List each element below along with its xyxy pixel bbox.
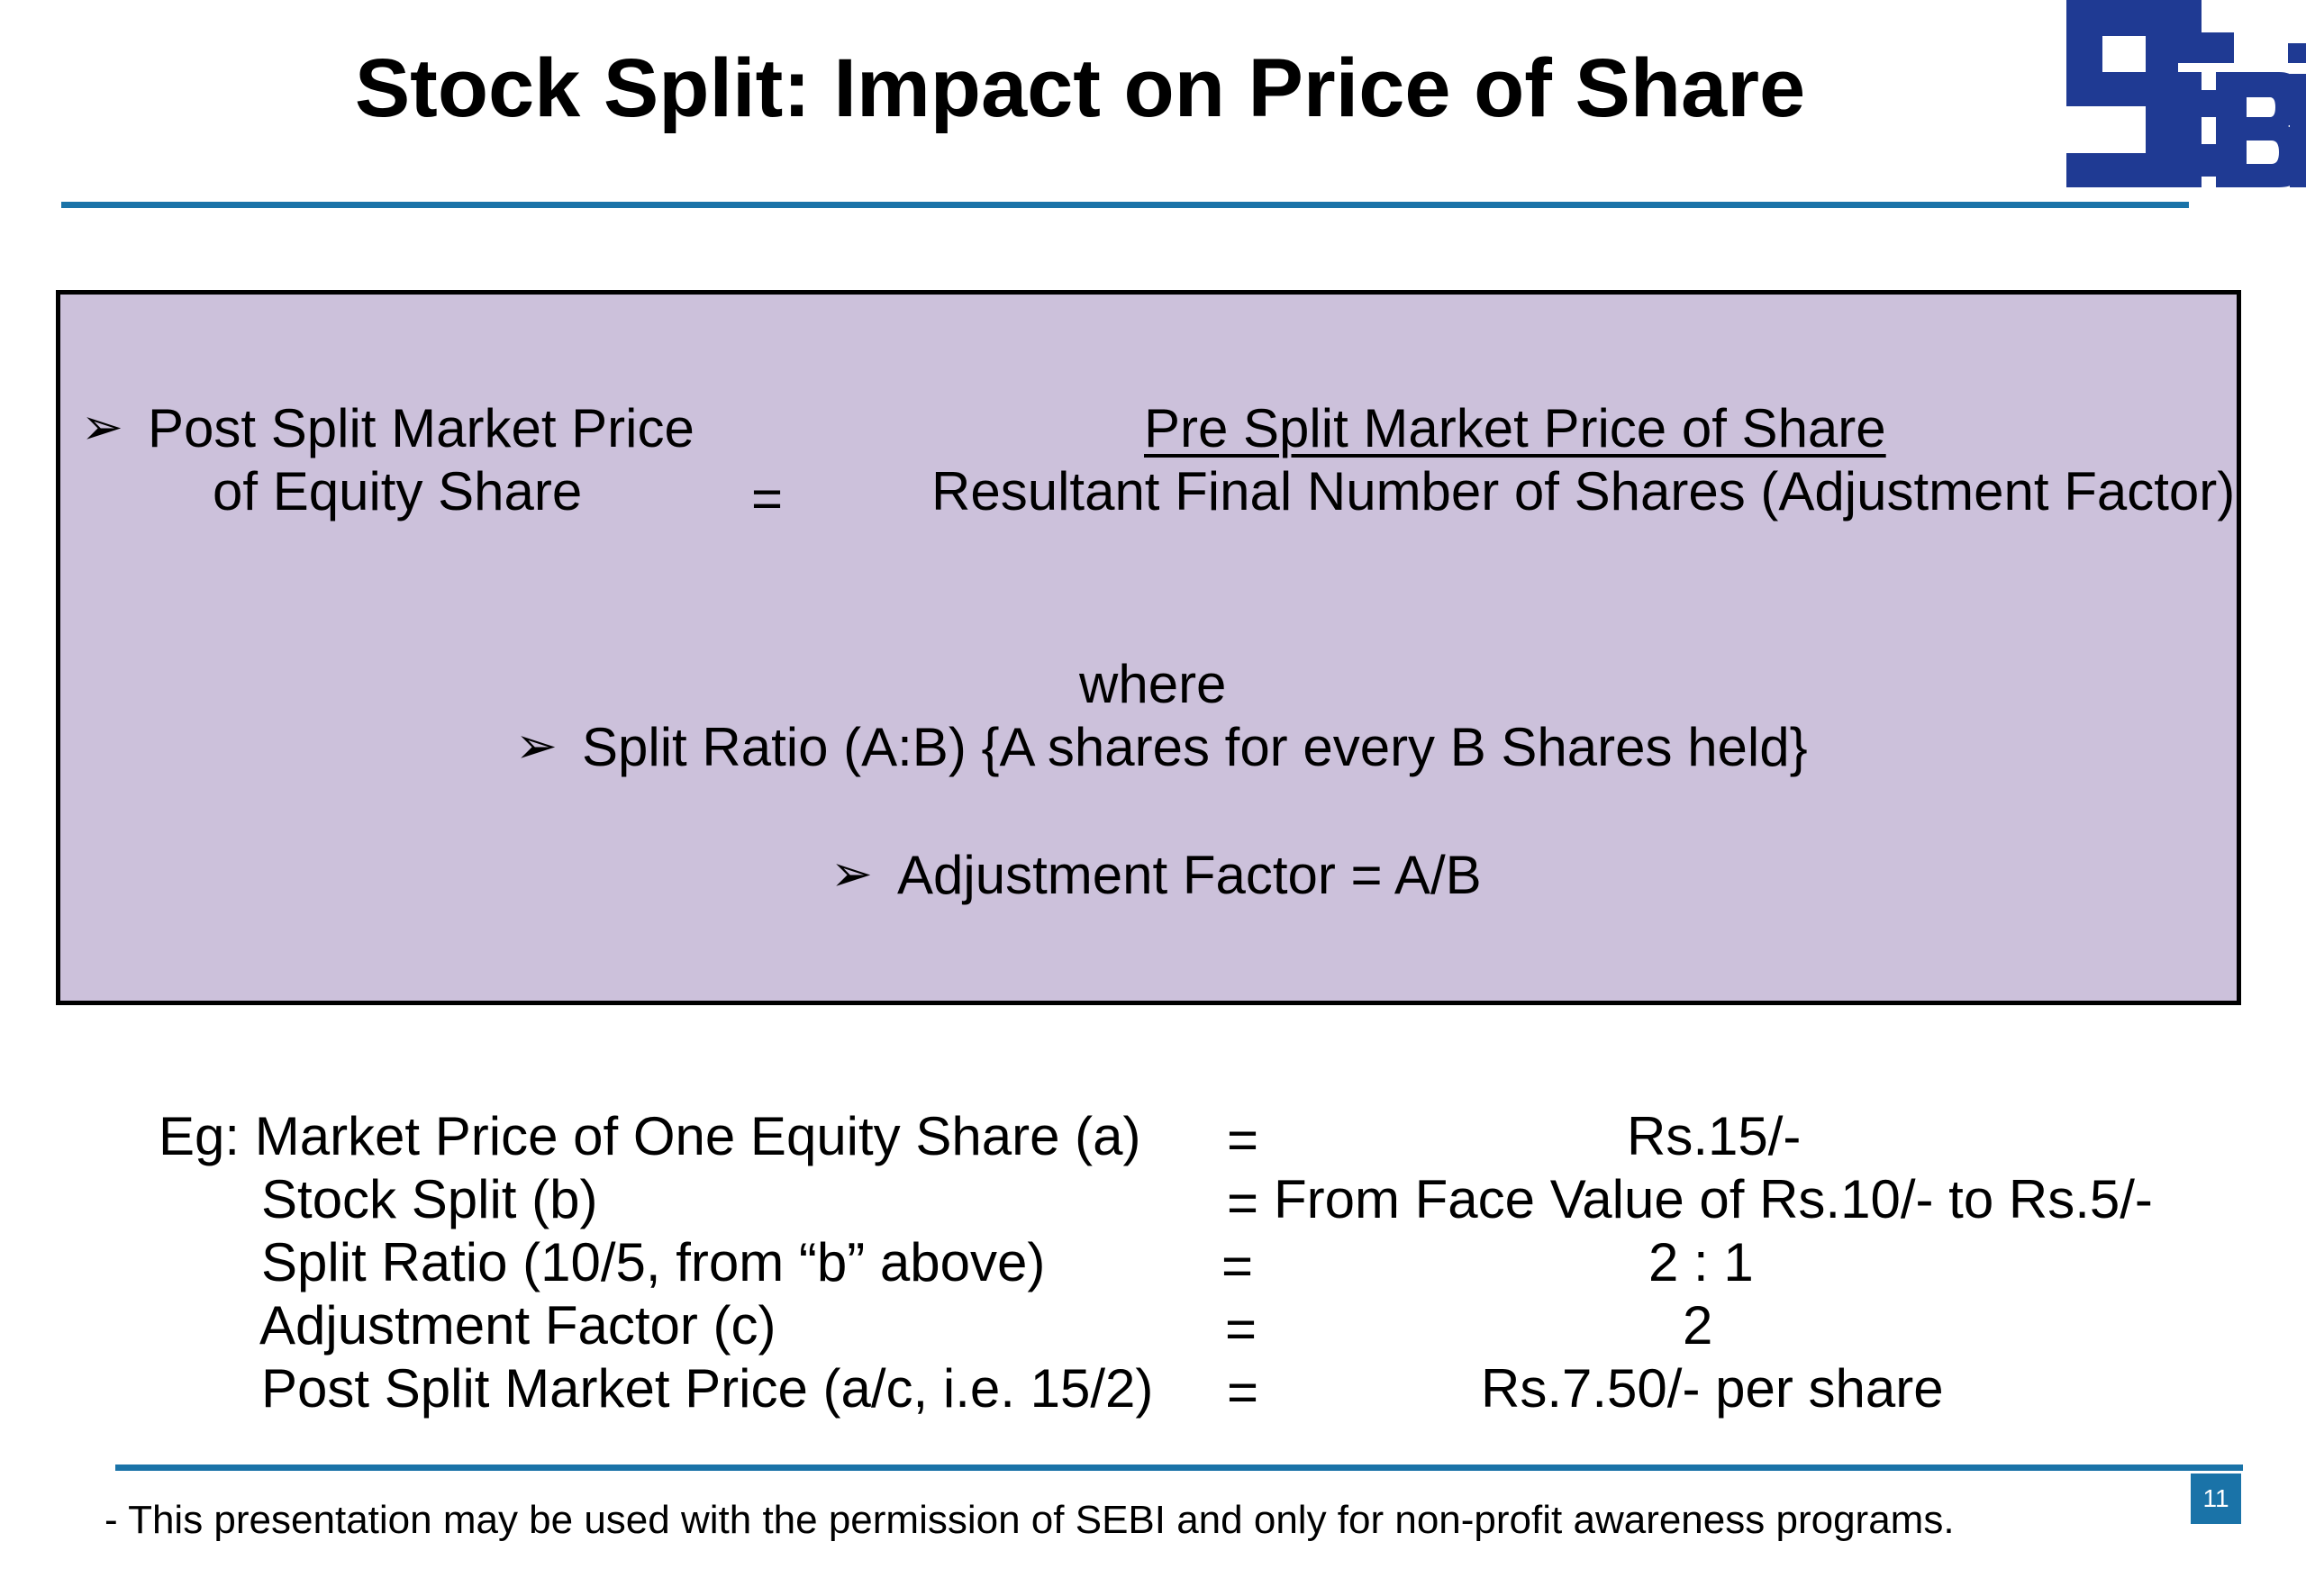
example-row-value: 2 (1683, 1295, 1713, 1356)
arrowhead-bullet-icon: ➢ (515, 717, 558, 774)
example-row-label: Post Split Market Price (a/c, i.e. 15/2) (261, 1358, 1154, 1419)
adjustment-factor-definition: Adjustment Factor = A/B (897, 845, 1482, 905)
footer-divider (115, 1465, 2243, 1471)
formula-numerator: Pre Split Market Price of Share (1144, 398, 1886, 458)
page-number-badge: 11 (2191, 1474, 2241, 1524)
example-row-equals: = (1221, 1236, 1254, 1296)
example-row-label: Adjustment Factor (c) (259, 1295, 776, 1356)
formula-box (56, 290, 2241, 1005)
example-row-label: Eg: Market Price of One Equity Share (a) (159, 1106, 1141, 1166)
example-row-equals: = (1225, 1299, 1257, 1359)
formula-where: where (1079, 654, 1227, 714)
example-row-value: Rs.15/- (1627, 1106, 1802, 1166)
example-row-value: From Face Value of Rs.10/- to Rs.5/- (1274, 1169, 2153, 1229)
slide-title-text: Stock Split: Impact on Price of Share (354, 42, 1806, 134)
example-row-value: 2 : 1 (1648, 1232, 1754, 1292)
formula-equals: = (751, 468, 784, 529)
header-divider (61, 202, 2189, 208)
formula-lhs-line1: Post Split Market Price (148, 398, 695, 458)
formula-denominator: Resultant Final Number of Shares (Adjust… (931, 461, 2236, 521)
arrowhead-bullet-icon: ➢ (81, 398, 123, 455)
example-row-equals: = (1227, 1173, 1259, 1233)
example-row-equals: = (1227, 1110, 1259, 1170)
footer-disclaimer: - This presentation may be used with the… (104, 1498, 1955, 1542)
example-row-label: Split Ratio (10/5, from “b” above) (261, 1232, 1046, 1292)
split-ratio-definition: Split Ratio (A:B) {A shares for every B … (582, 717, 1808, 777)
formula-lhs-line2: of Equity Share (213, 461, 583, 521)
example-row-value: Rs.7.50/- per share (1481, 1358, 1944, 1419)
example-row-label: Stock Split (b) (261, 1169, 598, 1229)
arrowhead-bullet-icon: ➢ (831, 845, 873, 902)
sebi-logo (2066, 0, 2306, 187)
example-row-equals: = (1227, 1362, 1259, 1422)
slide-title: Stock Split: Impact on Price of Share (0, 47, 2306, 130)
